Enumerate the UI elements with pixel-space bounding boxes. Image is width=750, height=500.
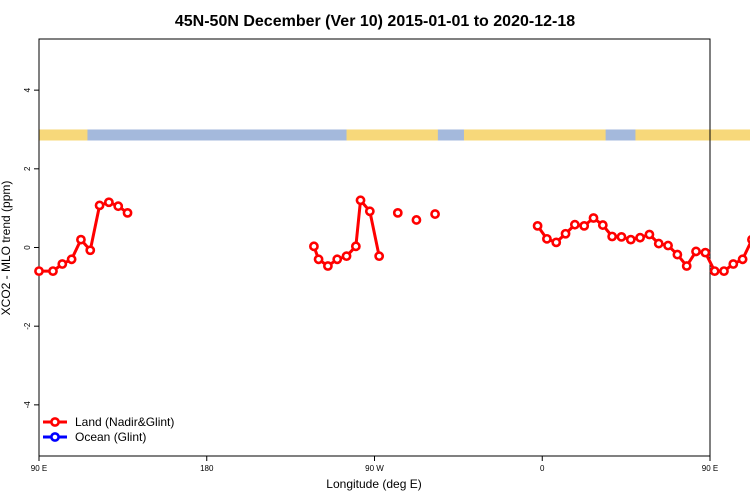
y-axis: 4 2 0 -2 -4 — [23, 87, 39, 408]
data-point — [560, 228, 571, 239]
data-point — [588, 213, 599, 223]
data-point — [313, 254, 324, 265]
legend: Land (Nadir&Glint)Ocean (Glint) — [43, 415, 174, 444]
x-tick-label: 90 W — [365, 464, 384, 473]
series-0 — [34, 195, 750, 277]
data-point — [309, 241, 319, 252]
land-ocean-band — [39, 129, 750, 141]
data-point — [374, 251, 385, 262]
data-point — [66, 254, 77, 265]
x-tick-label: 90 E — [31, 464, 47, 473]
data-point — [616, 231, 627, 242]
data-point — [635, 232, 646, 243]
land-band-segment — [463, 129, 606, 141]
data-point — [532, 220, 543, 231]
legend-marker — [50, 417, 60, 427]
data-point — [579, 220, 590, 231]
land-band-segment — [346, 129, 438, 141]
data-point — [625, 234, 636, 245]
data-point — [430, 209, 440, 219]
x-tick-label: 90 E — [702, 464, 718, 473]
data-point — [341, 251, 352, 262]
data-point — [737, 254, 748, 265]
data-point — [323, 261, 333, 271]
series-layer — [34, 195, 750, 277]
data-point — [122, 207, 133, 218]
y-tick-label: 0 — [23, 245, 32, 250]
data-point — [681, 261, 692, 271]
data-point — [542, 233, 552, 244]
data-point — [34, 266, 44, 277]
legend-label: Ocean (Glint) — [75, 430, 146, 444]
data-point — [332, 254, 343, 265]
x-axis: 90 E 180 90 W 0 90 E — [31, 456, 718, 473]
y-axis-label: XCO2 - MLO trend (ppm) — [0, 181, 13, 316]
data-point — [551, 237, 562, 248]
y-tick-label: -4 — [23, 401, 32, 409]
series-line — [39, 200, 129, 273]
data-point — [644, 229, 655, 240]
legend-label: Land (Nadir&Glint) — [75, 415, 174, 429]
data-point — [411, 215, 422, 225]
y-tick-label: -2 — [23, 322, 32, 330]
data-point — [607, 231, 618, 242]
x-tick-label: 180 — [200, 464, 214, 473]
data-point — [672, 249, 683, 260]
land-band-segment — [39, 129, 88, 141]
y-tick-label: 2 — [23, 166, 32, 171]
data-point — [663, 240, 673, 251]
chart-title: 45N-50N December (Ver 10) 2015-01-01 to … — [175, 13, 575, 30]
plot-frame — [38, 38, 711, 457]
data-point — [569, 219, 580, 230]
data-point — [392, 207, 403, 218]
data-point — [85, 245, 96, 256]
data-point — [653, 238, 664, 249]
data-point — [728, 259, 739, 269]
data-point — [597, 220, 608, 230]
data-point — [709, 266, 720, 277]
data-point — [57, 259, 68, 269]
data-point — [691, 246, 701, 257]
data-point — [355, 195, 366, 206]
land-band-segment — [635, 129, 750, 141]
x-tick-label: 0 — [540, 464, 545, 473]
data-point — [719, 266, 729, 277]
data-point — [350, 241, 361, 252]
data-point — [76, 234, 86, 245]
legend-marker — [50, 432, 60, 442]
data-point — [113, 201, 124, 212]
y-tick-label: 4 — [23, 87, 32, 92]
data-point — [48, 266, 58, 277]
data-point — [364, 206, 375, 217]
data-point — [103, 197, 114, 208]
data-point — [94, 200, 105, 211]
x-axis-label: Longitude (deg E) — [326, 477, 421, 491]
data-point — [700, 247, 711, 258]
